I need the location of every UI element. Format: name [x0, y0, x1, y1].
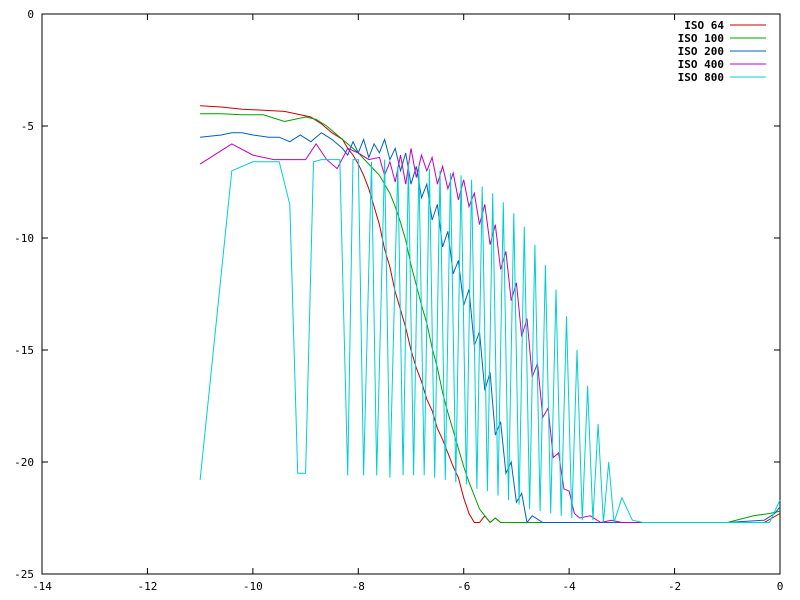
y-tick-label: -25 — [14, 568, 34, 581]
x-tick-label: -2 — [668, 580, 681, 593]
x-tick-label: -6 — [457, 580, 470, 593]
x-tick-label: -4 — [563, 580, 577, 593]
y-tick-label: -10 — [14, 232, 34, 245]
axes: -14 -12 -10 -8 -6 -4 -2 00-5-10-15-20-25 — [14, 8, 783, 593]
y-tick-label: 0 — [27, 8, 34, 21]
series-line-5 — [199, 159, 781, 523]
legend-label: ISO 800 — [678, 71, 724, 84]
plot-border — [41, 13, 781, 575]
series-line-2 — [200, 113, 781, 524]
legend-label: ISO 100 — [678, 32, 724, 45]
x-tick-label: -12 — [137, 580, 157, 593]
legend-label: ISO 400 — [678, 58, 724, 71]
series-line-3 — [200, 132, 781, 524]
y-tick-label: -5 — [21, 120, 34, 133]
y-tick-label: -15 — [14, 344, 34, 357]
series-layer — [199, 105, 781, 524]
x-tick-label: 0 — [777, 580, 784, 593]
plot-area — [41, 13, 781, 575]
x-tick-label: -10 — [243, 580, 263, 593]
legend-label: ISO 200 — [678, 45, 724, 58]
x-tick-label: -8 — [352, 580, 365, 593]
x-tick-label: -14 — [32, 580, 52, 593]
y-tick-label: -20 — [14, 456, 34, 469]
legend-label: ISO 64 — [684, 19, 724, 32]
